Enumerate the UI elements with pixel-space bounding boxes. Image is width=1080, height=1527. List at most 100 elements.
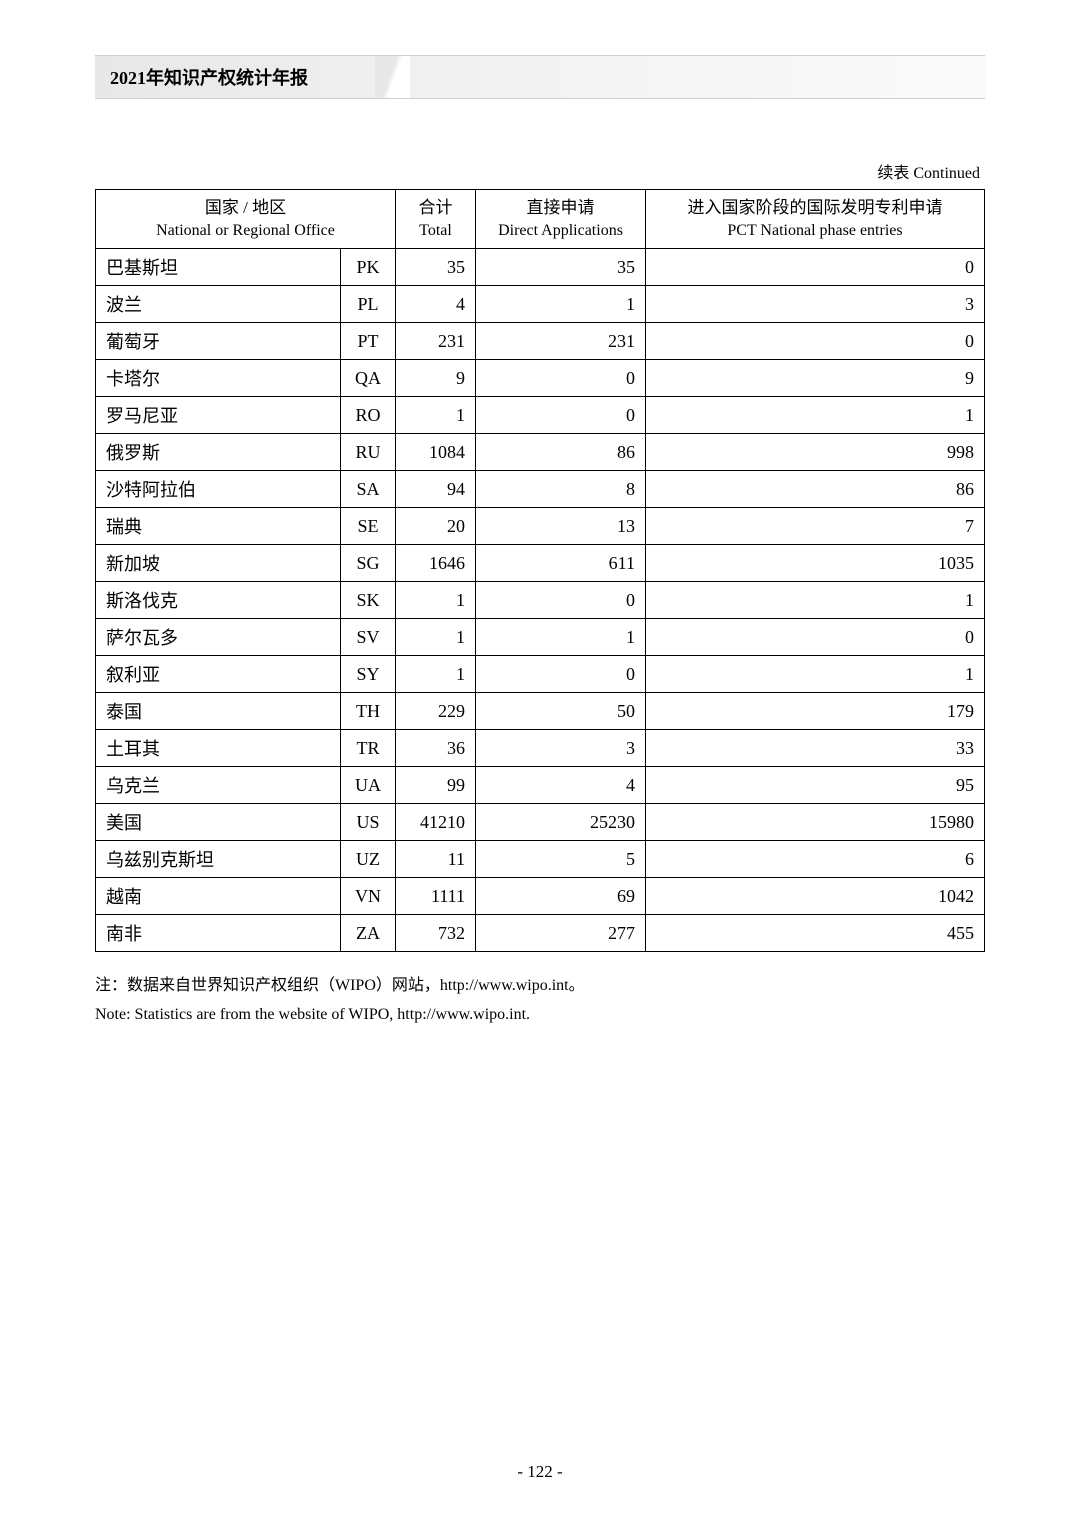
cell-pct: 7 [646,508,985,545]
cell-country-code: PT [341,323,396,360]
cell-pct: 3 [646,286,985,323]
cell-pct: 0 [646,323,985,360]
col-header-pct: 进入国家阶段的国际发明专利申请 PCT National phase entri… [646,190,985,249]
cell-country-name: 乌克兰 [96,767,341,804]
table-row: 巴基斯坦PK35350 [96,249,985,286]
cell-pct: 1 [646,656,985,693]
cell-country-name: 巴基斯坦 [96,249,341,286]
cell-direct: 69 [476,878,646,915]
cell-direct: 0 [476,656,646,693]
cell-country-code: SE [341,508,396,545]
cell-country-code: SV [341,619,396,656]
cell-direct: 277 [476,915,646,952]
cell-country-code: SA [341,471,396,508]
cell-country-code: SK [341,582,396,619]
col-header-total: 合计 Total [396,190,476,249]
cell-direct: 1 [476,619,646,656]
table-row: 斯洛伐克SK101 [96,582,985,619]
footnotes: 注：数据来自世界知识产权组织（WIPO）网站，http://www.wipo.i… [95,972,985,1030]
cell-country-name: 波兰 [96,286,341,323]
cell-direct: 231 [476,323,646,360]
page-title: 2021年知识产权统计年报 [110,64,970,90]
cell-pct: 0 [646,249,985,286]
patent-applications-table: 国家 / 地区 National or Regional Office 合计 T… [95,189,985,952]
cell-country-code: SY [341,656,396,693]
cell-total: 41210 [396,804,476,841]
table-row: 叙利亚SY101 [96,656,985,693]
cell-country-code: RU [341,434,396,471]
cell-country-name: 土耳其 [96,730,341,767]
cell-total: 11 [396,841,476,878]
col-header-direct: 直接申请 Direct Applications [476,190,646,249]
cell-pct: 455 [646,915,985,952]
cell-direct: 25230 [476,804,646,841]
cell-country-code: UA [341,767,396,804]
cell-country-code: US [341,804,396,841]
table-row: 卡塔尔QA909 [96,360,985,397]
cell-country-name: 叙利亚 [96,656,341,693]
cell-direct: 0 [476,397,646,434]
cell-direct: 611 [476,545,646,582]
cell-country-name: 瑞典 [96,508,341,545]
table-row: 沙特阿拉伯SA94886 [96,471,985,508]
cell-country-name: 南非 [96,915,341,952]
cell-country-name: 葡萄牙 [96,323,341,360]
cell-pct: 998 [646,434,985,471]
cell-country-code: UZ [341,841,396,878]
cell-direct: 8 [476,471,646,508]
cell-pct: 33 [646,730,985,767]
cell-total: 4 [396,286,476,323]
cell-pct: 86 [646,471,985,508]
cell-direct: 50 [476,693,646,730]
cell-country-code: VN [341,878,396,915]
cell-total: 99 [396,767,476,804]
cell-direct: 3 [476,730,646,767]
cell-total: 1 [396,397,476,434]
cell-total: 94 [396,471,476,508]
table-row: 美国US412102523015980 [96,804,985,841]
table-row: 葡萄牙PT2312310 [96,323,985,360]
document-page: 2021年知识产权统计年报 续表 Continued 国家 / 地区 Natio… [0,0,1080,1070]
col-header-country: 国家 / 地区 National or Regional Office [96,190,396,249]
cell-country-name: 卡塔尔 [96,360,341,397]
cell-country-code: TH [341,693,396,730]
cell-country-code: PL [341,286,396,323]
cell-pct: 9 [646,360,985,397]
cell-pct: 15980 [646,804,985,841]
cell-country-name: 美国 [96,804,341,841]
cell-country-name: 沙特阿拉伯 [96,471,341,508]
cell-country-code: ZA [341,915,396,952]
cell-country-name: 泰国 [96,693,341,730]
cell-total: 229 [396,693,476,730]
cell-pct: 0 [646,619,985,656]
cell-direct: 4 [476,767,646,804]
table-row: 乌兹别克斯坦UZ1156 [96,841,985,878]
table-row: 瑞典SE20137 [96,508,985,545]
cell-country-name: 萨尔瓦多 [96,619,341,656]
cell-direct: 13 [476,508,646,545]
cell-total: 35 [396,249,476,286]
cell-direct: 5 [476,841,646,878]
cell-total: 1111 [396,878,476,915]
cell-direct: 1 [476,286,646,323]
cell-country-code: PK [341,249,396,286]
cell-country-name: 乌兹别克斯坦 [96,841,341,878]
cell-total: 1646 [396,545,476,582]
table-row: 南非ZA732277455 [96,915,985,952]
cell-total: 1084 [396,434,476,471]
cell-country-name: 罗马尼亚 [96,397,341,434]
cell-total: 1 [396,619,476,656]
cell-direct: 35 [476,249,646,286]
footnote-en: Note: Statistics are from the website of… [95,1001,985,1030]
cell-pct: 6 [646,841,985,878]
table-row: 俄罗斯RU108486998 [96,434,985,471]
cell-total: 1 [396,656,476,693]
cell-country-name: 斯洛伐克 [96,582,341,619]
table-row: 乌克兰UA99495 [96,767,985,804]
table-row: 越南VN1111691042 [96,878,985,915]
table-row: 泰国TH22950179 [96,693,985,730]
cell-country-name: 新加坡 [96,545,341,582]
cell-direct: 86 [476,434,646,471]
cell-direct: 0 [476,582,646,619]
cell-total: 20 [396,508,476,545]
